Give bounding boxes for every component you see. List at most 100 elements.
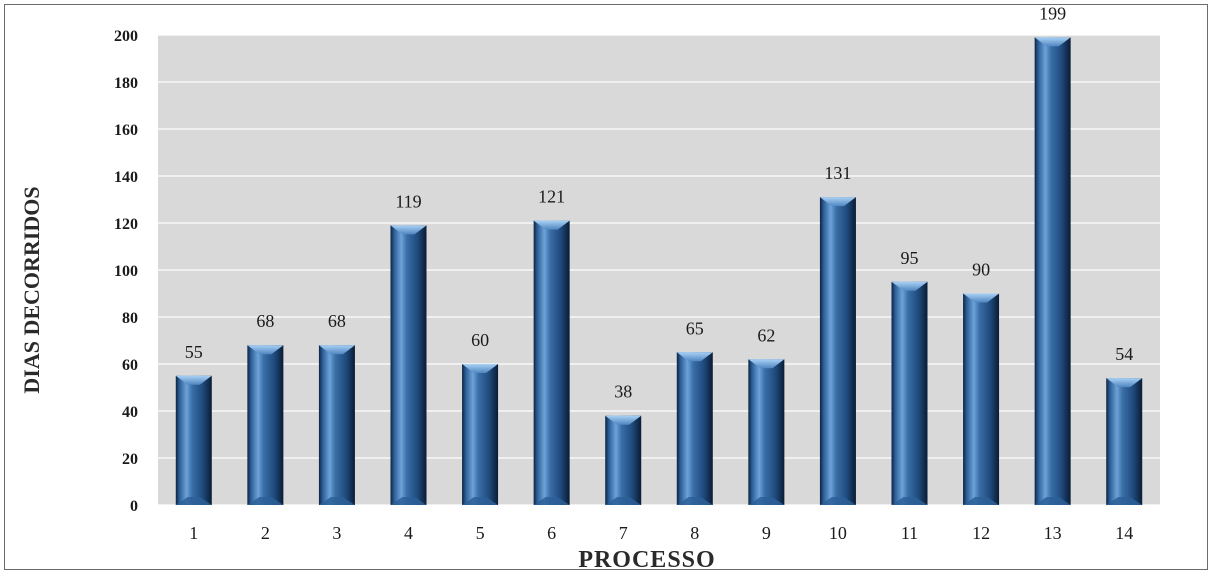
data-label: 119 [395,191,421,211]
bar [676,352,713,505]
y-tick-label: 160 [114,122,138,139]
bar [963,293,1000,505]
y-axis-ticks: 0 20 40 60 80 100 120 140 160 180 200 [114,28,138,515]
bar-cap [819,197,856,207]
x-tick-label: 1 [189,523,198,543]
bar-body [963,293,1000,505]
bar-base [1106,497,1143,505]
bar-body [533,220,570,505]
data-label: 90 [972,260,990,280]
data-label: 38 [614,382,632,402]
data-label: 199 [1039,5,1066,23]
bar-cap [318,345,355,355]
bar-base [247,497,284,505]
y-tick-label: 20 [122,451,138,468]
bar-body [390,225,427,505]
bar-base [390,497,427,505]
data-label: 54 [1115,344,1133,364]
bar-base [748,497,785,505]
x-tick-label: 10 [829,523,847,543]
bar-cap [1106,378,1143,388]
x-tick-label: 11 [901,523,918,543]
y-tick-label: 80 [122,310,138,327]
x-tick-label: 2 [261,523,270,543]
bar-base [676,497,713,505]
data-label: 62 [757,325,775,345]
x-tick-label: 3 [332,523,341,543]
bar-cap [605,415,642,425]
y-tick-label: 0 [130,498,138,515]
y-tick-label: 200 [114,28,138,45]
y-tick-label: 100 [114,263,138,280]
x-tick-label: 7 [619,523,628,543]
bar-base [175,497,212,505]
data-labels: 55 68 68 119 60 121 38 65 62 131 95 90 199 54 [185,5,1133,402]
data-label: 131 [824,163,851,183]
bar [318,345,355,505]
chart-frame: 0 20 40 60 80 100 120 140 160 180 200 55 68 68 119 60 1… [4,4,1208,571]
bar-cap [175,375,212,385]
data-label: 60 [471,330,489,350]
data-label: 95 [901,248,919,268]
x-tick-label: 13 [1044,523,1062,543]
bar [1034,37,1071,505]
bar-base [533,497,570,505]
bars [175,37,1143,505]
x-axis-ticks: 1 2 3 4 5 6 7 8 9 10 11 12 13 14 [189,523,1133,543]
y-tick-label: 120 [114,216,138,233]
data-label: 65 [686,318,704,338]
bar [605,415,642,505]
bar-body [676,352,713,505]
x-tick-label: 12 [972,523,990,543]
bar-base [1034,497,1071,505]
bar-body [462,364,499,505]
bar-cap [1034,37,1071,47]
bar-cap [247,345,284,355]
data-label: 55 [185,342,203,362]
bar-body [819,197,856,505]
x-tick-label: 9 [762,523,771,543]
bar-body [247,345,284,505]
bar-body [318,345,355,505]
bar [247,345,284,505]
bar-base [963,497,1000,505]
bar [533,220,570,505]
y-tick-label: 60 [122,357,138,374]
bar-body [748,359,785,505]
bar-body [605,415,642,505]
bar-base [462,497,499,505]
y-tick-label: 180 [114,75,138,92]
bar [462,364,499,505]
bar-body [1034,37,1071,505]
bar-body [1106,378,1143,505]
data-label: 68 [256,311,274,331]
bar-base [819,497,856,505]
x-tick-label: 14 [1115,523,1133,543]
bar [175,375,212,505]
y-tick-label: 40 [122,404,138,421]
bar-cap [390,225,427,235]
x-tick-label: 5 [476,523,485,543]
x-tick-label: 4 [404,523,413,543]
bar-base [318,497,355,505]
bar-cap [462,364,499,373]
y-tick-label: 140 [114,169,138,186]
bar [748,359,785,505]
bar [390,225,427,505]
data-label: 68 [328,311,346,331]
x-tick-label: 6 [547,523,556,543]
bar-cap [533,220,570,230]
bar-cap [748,359,785,369]
data-label: 121 [538,187,565,207]
bar [819,197,856,505]
bar-base [891,497,928,505]
bar-cap [963,293,1000,303]
bar-base [605,497,642,505]
bar-body [891,281,928,505]
bar-cap [676,352,713,362]
x-tick-label: 8 [690,523,699,543]
bar [1106,378,1143,505]
x-axis-title: PROCESSO [578,547,715,571]
bar-cap [891,281,928,291]
